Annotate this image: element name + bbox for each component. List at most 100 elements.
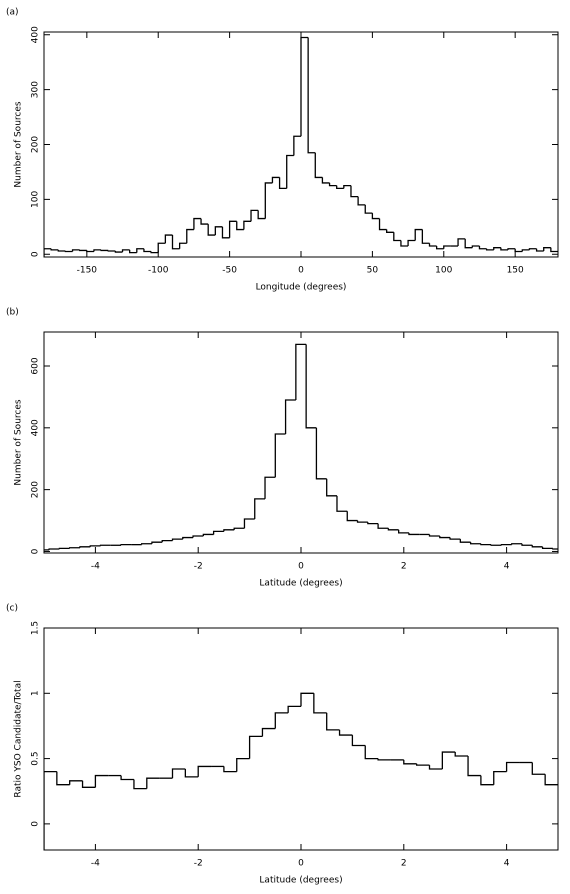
x-tick-label: 0 — [298, 562, 304, 572]
x-axis-label: Latitude (degrees) — [259, 876, 342, 886]
histogram-step — [223, 766, 237, 773]
plot-frame — [43, 31, 559, 258]
histogram-step — [371, 213, 380, 220]
histogram-step — [71, 249, 80, 252]
histogram-step — [86, 250, 94, 253]
histogram-step — [150, 251, 159, 254]
histogram-step — [336, 495, 348, 512]
histogram-step — [531, 545, 543, 548]
panel: (c) Latitude (degrees) Ratio YSO Candidate… — [6, 604, 559, 886]
histogram-step — [287, 705, 301, 713]
histogram-step — [414, 228, 423, 241]
histogram-step — [79, 249, 87, 252]
histogram-step — [408, 532, 420, 536]
histogram-step — [400, 240, 409, 247]
histogram-step — [286, 154, 294, 189]
histogram-step — [143, 248, 152, 253]
histogram-step — [321, 177, 330, 184]
histogram-step — [531, 762, 546, 775]
y-tick-label: 200 — [31, 136, 41, 153]
histogram-step — [193, 217, 202, 230]
histogram-step — [544, 774, 558, 786]
histogram-step — [326, 712, 340, 731]
histogram-step — [439, 536, 451, 539]
histogram-step — [478, 246, 487, 250]
histogram-step — [157, 242, 166, 253]
histogram-step — [490, 544, 502, 546]
histogram-step — [393, 232, 401, 242]
plot-frame — [43, 331, 559, 554]
histogram-step — [94, 774, 109, 788]
histogram-step — [314, 152, 323, 179]
histogram-step — [120, 775, 134, 781]
histogram-step — [197, 765, 212, 777]
plot-frame — [43, 627, 559, 851]
histogram-step — [428, 765, 443, 770]
histogram — [44, 36, 558, 257]
histogram-step — [315, 427, 327, 480]
x-tick-label: 0 — [298, 266, 304, 276]
histogram-step — [202, 533, 214, 536]
x-tick-label: 150 — [507, 266, 524, 276]
y-tick-label: 1 — [31, 690, 41, 696]
histogram-step — [454, 752, 469, 757]
histogram-step — [120, 544, 132, 546]
histogram-step — [364, 204, 373, 214]
histogram-step — [264, 182, 273, 219]
histogram-step — [467, 755, 481, 777]
histogram-step — [248, 735, 263, 759]
histogram-step — [514, 248, 523, 253]
histogram — [44, 343, 558, 551]
histogram-step — [233, 527, 245, 530]
histogram-step — [441, 751, 456, 770]
histogram-step — [171, 235, 180, 250]
histogram-step — [243, 220, 252, 230]
histogram-step — [236, 757, 250, 772]
histogram-step — [56, 771, 70, 786]
histogram-step — [93, 249, 102, 252]
histogram-step — [284, 399, 296, 434]
histogram-step — [186, 228, 194, 244]
histogram-step — [305, 344, 317, 429]
histogram-step — [100, 249, 109, 252]
histogram-step — [261, 727, 276, 737]
x-tick-label: 0 — [298, 859, 304, 869]
histogram-step — [221, 226, 230, 239]
histogram-step — [377, 758, 391, 761]
histogram-step — [146, 777, 160, 789]
histogram-step — [121, 249, 130, 253]
histogram-step — [485, 248, 494, 251]
histogram-step — [182, 536, 194, 540]
histogram-step — [274, 712, 289, 729]
histogram-step — [377, 523, 389, 529]
x-tick-label: 2 — [401, 859, 407, 869]
histogram-step — [300, 692, 314, 707]
histogram-step — [364, 745, 379, 760]
y-tick-label: 400 — [31, 26, 41, 43]
y-tick-label: 0.5 — [31, 751, 41, 765]
histogram-step — [435, 246, 444, 250]
histogram-step — [386, 229, 394, 233]
x-tick-label: -2 — [194, 562, 203, 572]
histogram-step — [243, 518, 255, 529]
histogram-step — [421, 229, 430, 244]
histogram-step — [81, 780, 96, 788]
histogram-step — [58, 547, 70, 550]
histogram-step — [107, 250, 116, 252]
histogram-step — [552, 548, 558, 550]
histogram — [44, 692, 558, 850]
histogram-step — [164, 234, 173, 244]
histogram-step — [541, 546, 553, 550]
histogram-step — [295, 343, 307, 400]
histogram-step — [493, 770, 507, 785]
histogram-step — [326, 478, 337, 497]
x-tick-label: -50 — [222, 266, 237, 276]
x-axis-label: Latitude (degrees) — [259, 579, 342, 589]
x-tick-label: 50 — [367, 266, 379, 276]
histogram-step — [69, 780, 83, 785]
histogram-step — [257, 210, 266, 220]
y-tick-label: 0 — [31, 548, 41, 554]
histogram-step — [50, 248, 59, 251]
histogram-step — [214, 226, 223, 236]
